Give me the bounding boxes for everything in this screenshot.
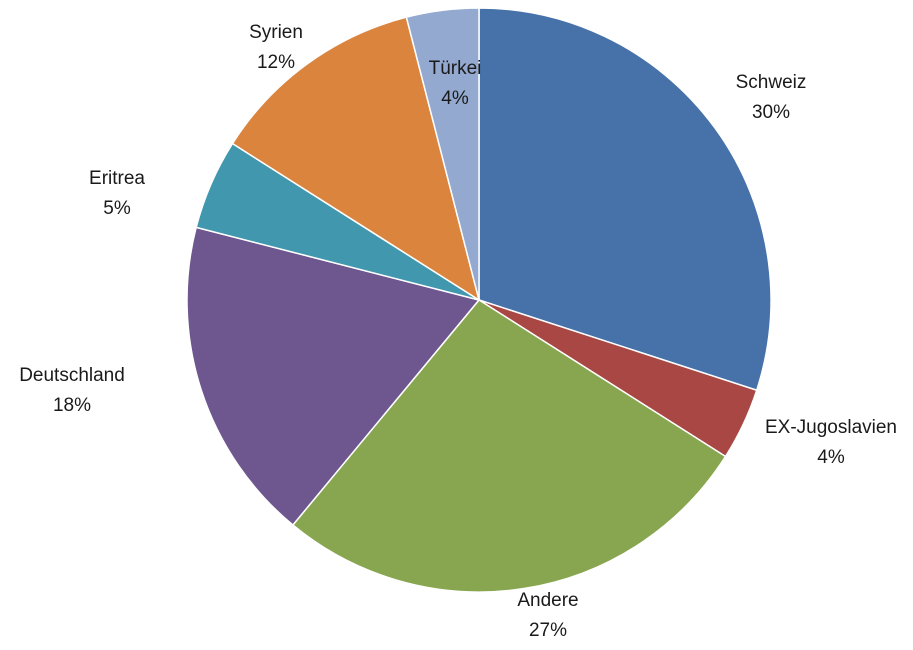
pie-slice-t-rkei (405, 7, 480, 301)
pie-slice-schweiz (478, 7, 772, 391)
slice-label-deutschland: Deutschland (19, 365, 125, 386)
pie-slice-deutschland (186, 226, 480, 526)
slice-percent-eritrea: 5% (103, 198, 131, 219)
slice-percent-andere: 27% (529, 620, 567, 641)
slice-percent-t-rkei: 4% (441, 88, 469, 109)
slice-percent-syrien: 12% (257, 52, 295, 73)
slice-label-syrien: Syrien (249, 22, 303, 43)
slice-percent-schweiz: 30% (752, 102, 790, 123)
pie-slice-andere (292, 299, 727, 593)
slice-label-ex-jugoslavien: EX-Jugoslavien (765, 417, 897, 438)
slice-label-schweiz: Schweiz (736, 72, 807, 93)
slice-percent-ex-jugoslavien: 4% (817, 447, 845, 468)
slice-label-eritrea: Eritrea (89, 168, 145, 189)
slice-label-t-rkei: Türkei (429, 58, 482, 79)
slice-percent-deutschland: 18% (53, 395, 91, 416)
slice-label-andere: Andere (517, 590, 578, 611)
pie-slice-syrien (231, 16, 480, 301)
pie-slices (186, 7, 772, 593)
pie-labels: Schweiz 30% EX-Jugoslavien 4% Andere 27% Deuts… (19, 22, 897, 641)
